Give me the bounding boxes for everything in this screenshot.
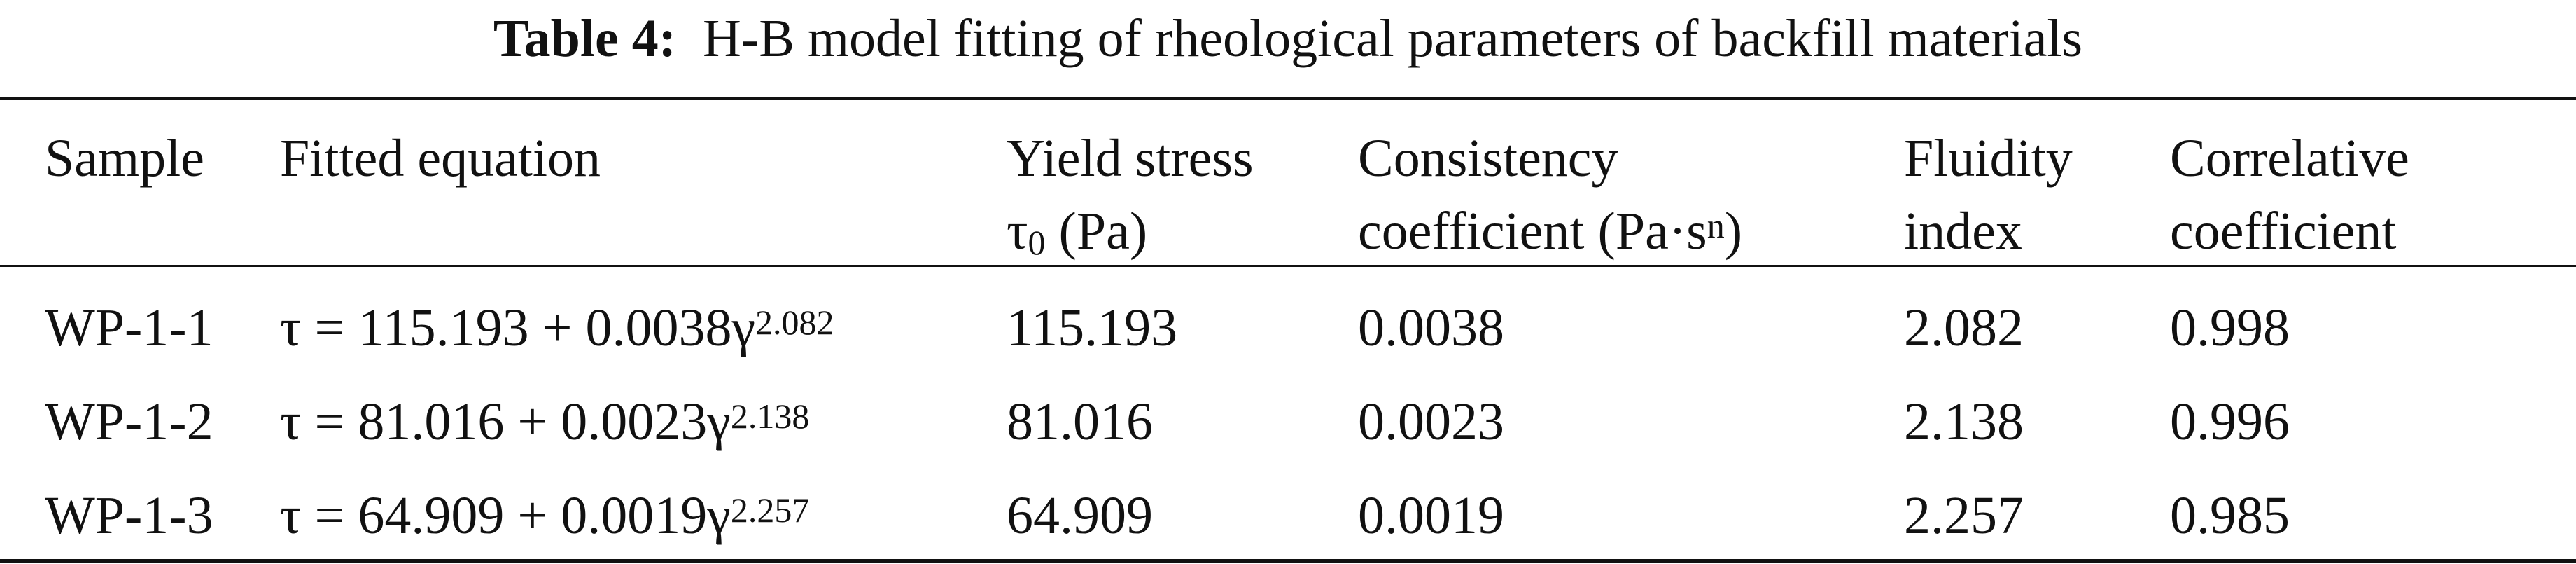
- bottom-rule: [0, 559, 2576, 563]
- row2-sample: WP-1-2: [45, 392, 214, 451]
- row2-consistency: 0.0023: [1358, 392, 1504, 451]
- table-caption: Table 4: H-B model fitting of rheologica…: [0, 0, 2576, 77]
- header-sample: Sample: [45, 129, 204, 188]
- row3-fluidity: 2.257: [1904, 486, 2024, 545]
- header-correlative: Correlative: [2170, 129, 2409, 188]
- consistency-line2: coefficient (Pa·s: [1358, 202, 1707, 261]
- row2-yield-stress: 81.016: [1007, 392, 1153, 451]
- header-rule: [0, 265, 2576, 267]
- row1-equation-body: τ = 115.193 + 0.0038γ: [280, 298, 756, 357]
- row2-correlative: 0.996: [2170, 392, 2290, 451]
- row1-consistency: 0.0038: [1358, 298, 1504, 357]
- row3-yield-stress: 64.909: [1007, 486, 1153, 545]
- consistency-close: ): [1724, 202, 1743, 261]
- row2-equation: τ = 81.016 + 0.0023γ2.138: [280, 387, 809, 457]
- row2-fluidity: 2.138: [1904, 392, 2024, 451]
- row1-equation: τ = 115.193 + 0.0038γ2.082: [280, 293, 834, 363]
- caption-text: H-B model fitting of rheological paramet…: [703, 9, 2083, 68]
- row3-sample: WP-1-3: [45, 486, 214, 545]
- header-fluidity-line2: index: [1904, 202, 2022, 261]
- yield-unit: (Pa): [1058, 202, 1148, 261]
- row1-yield-stress: 115.193: [1007, 298, 1178, 357]
- tau-symbol: τ: [1007, 202, 1028, 261]
- caption-label: Table 4:: [493, 9, 677, 68]
- header-yield-stress: Yield stress: [1007, 129, 1254, 188]
- row2-exponent: 2.138: [730, 397, 810, 436]
- header-consistency-unit: coefficient (Pa·sn): [1358, 196, 1742, 266]
- row3-equation: τ = 64.909 + 0.0019γ2.257: [280, 481, 809, 551]
- row3-consistency: 0.0019: [1358, 486, 1504, 545]
- row1-sample: WP-1-1: [45, 298, 214, 357]
- top-rule: [0, 97, 2576, 100]
- row3-exponent: 2.257: [730, 490, 810, 530]
- header-consistency: Consistency: [1358, 129, 1618, 188]
- header-fitted-equation: Fitted equation: [280, 129, 601, 188]
- header-yield-stress-unit: τ0 (Pa): [1007, 196, 1147, 266]
- header-fluidity: Fluidity: [1904, 129, 2073, 188]
- tau-subscript: 0: [1028, 223, 1046, 262]
- row1-fluidity: 2.082: [1904, 298, 2024, 357]
- row1-exponent: 2.082: [755, 303, 834, 342]
- row2-equation-body: τ = 81.016 + 0.0023γ: [280, 392, 731, 451]
- row3-correlative: 0.985: [2170, 486, 2290, 545]
- row3-equation-body: τ = 64.909 + 0.0019γ: [280, 486, 731, 545]
- header-correlative-line2: coefficient: [2170, 202, 2397, 261]
- consistency-sup: n: [1707, 206, 1725, 245]
- row1-correlative: 0.998: [2170, 298, 2290, 357]
